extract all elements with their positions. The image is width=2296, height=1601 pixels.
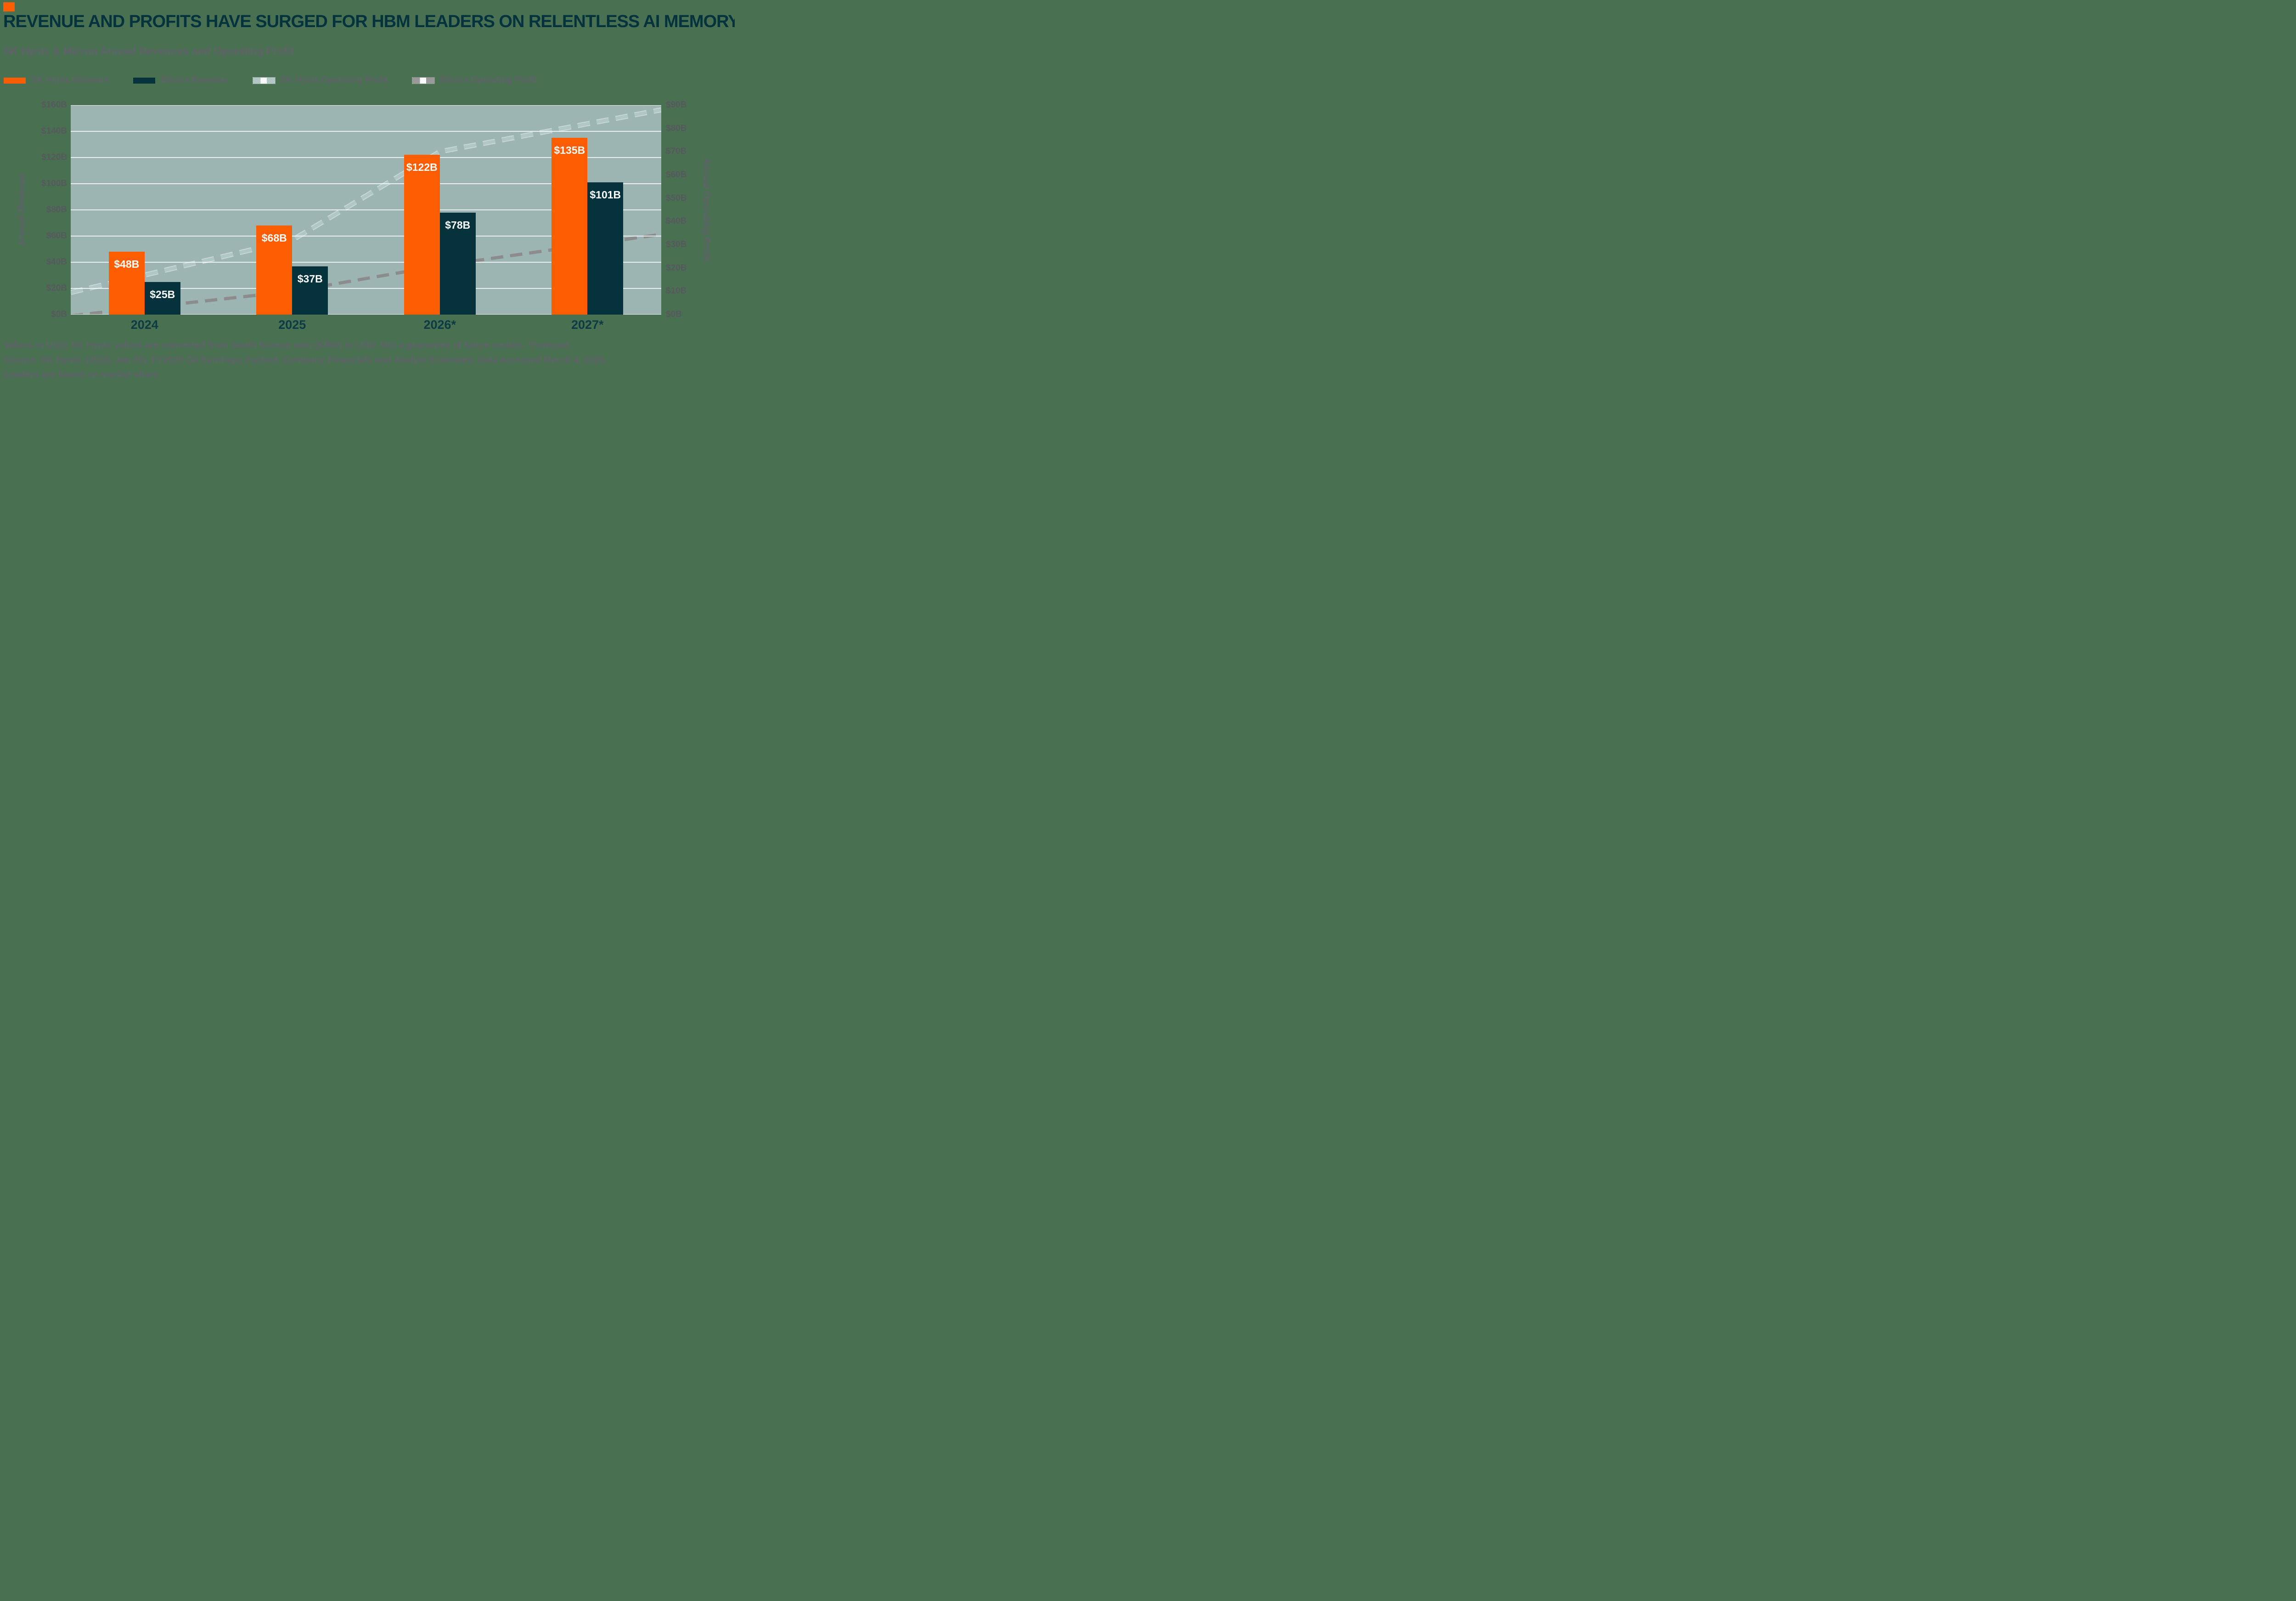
legend-label: Micron Operating Profit	[439, 75, 538, 85]
left-axis-tick: $0B	[51, 310, 67, 319]
left-axis-tick: $140B	[41, 126, 67, 136]
bar-sk-hynix-revenue-2026	[404, 155, 440, 315]
footnote: Values in USD; SK Hynix values are conve…	[4, 338, 692, 382]
sk-hynix-operating-profit-dash-icon	[252, 77, 276, 84]
legend-label: SK Hynix Revenue	[31, 75, 108, 85]
bar-value-label: $37B	[297, 272, 323, 285]
right-axis-tick: $70B	[666, 147, 687, 157]
footnote-line-2: Source: SK Hynix. (2026, Jan 29). FY2025…	[4, 355, 607, 365]
bar-value-label: $68B	[261, 232, 287, 244]
left-axis-tick: $80B	[46, 205, 67, 214]
footnote-line-3: Leaders are based on market share.	[4, 370, 161, 380]
bar-value-label: $25B	[150, 288, 175, 300]
x-axis-labels: 2024 2025 2026* 2027*	[71, 318, 661, 333]
micron-operating-profit-dash-icon	[411, 77, 435, 84]
left-axis-tick: $20B	[46, 283, 67, 293]
right-axis-tick: $40B	[666, 216, 687, 226]
left-axis-tick: $40B	[46, 257, 67, 267]
right-axis-tick: $20B	[666, 263, 687, 273]
left-axis-tick: $60B	[46, 231, 67, 241]
legend-item-sk-hynix-operating-profit: SK Hynix Operating Profit	[252, 75, 388, 85]
x-axis-label-2024: 2024	[130, 318, 158, 332]
legend-label: Micron Revenue	[160, 75, 228, 85]
left-axis-ticks: $160B $140B $120B $100B $80B $60B $40B $20B $0B	[27, 100, 67, 319]
gridline	[71, 262, 661, 263]
bar-value-label: $135B	[554, 144, 585, 157]
plot-area: $48B $68B $122B $135B $25B $37B $78B $101B	[71, 105, 661, 315]
x-axis-label-2027: 2027*	[571, 318, 604, 332]
gridline	[71, 183, 661, 184]
bar-micron-revenue-2026	[439, 212, 476, 315]
gridline	[71, 236, 661, 237]
gridline	[71, 314, 661, 315]
bar-micron-revenue-2027	[587, 182, 624, 315]
right-axis-tick: $10B	[666, 286, 687, 296]
right-axis-tick: $50B	[666, 193, 687, 203]
right-axis-tick: $80B	[666, 123, 687, 133]
left-axis-tick: $160B	[41, 100, 67, 110]
legend-item-sk-hynix-revenue: SK Hynix Revenue	[4, 75, 108, 85]
legend: SK Hynix Revenue Micron Revenue SK Hynix…	[4, 75, 537, 85]
right-axis-tick: $90B	[666, 100, 687, 110]
x-axis-label-2026: 2026*	[423, 318, 456, 332]
bar-sk-hynix-revenue-2025	[256, 225, 293, 315]
right-axis-tick: $0B	[666, 310, 682, 319]
right-axis-tick: $60B	[666, 169, 687, 180]
right-axis-ticks: $90B $80B $70B $60B $50B $40B $30B $20B $10B $0B	[666, 100, 707, 319]
legend-item-micron-operating-profit: Micron Operating Profit	[411, 75, 538, 85]
bar-value-label: $48B	[114, 258, 140, 271]
left-axis-tick: $100B	[41, 179, 67, 188]
brand-accent-block	[3, 2, 15, 11]
bar-micron-revenue-2024	[144, 282, 180, 315]
infographic-canvas: REVENUE AND PROFITS HAVE SURGED FOR HBM …	[0, 0, 735, 384]
micron-revenue-swatch-icon	[133, 77, 155, 84]
bar-value-label: $122B	[406, 161, 438, 174]
gridline	[71, 288, 661, 289]
page-title: REVENUE AND PROFITS HAVE SURGED FOR HBM …	[3, 12, 735, 31]
x-axis-label-2025: 2025	[278, 318, 306, 332]
footnote-line-1: Values in USD; SK Hynix values are conve…	[4, 340, 572, 350]
gridline	[71, 209, 661, 210]
gridline	[71, 105, 661, 106]
bar-value-label: $101B	[590, 189, 621, 201]
gridline	[71, 131, 661, 132]
right-axis-tick: $30B	[666, 239, 687, 249]
gridline	[71, 157, 661, 158]
legend-item-micron-revenue: Micron Revenue	[133, 75, 228, 85]
left-axis-title: Annual Revenue	[17, 174, 27, 246]
left-axis-tick: $120B	[41, 152, 67, 162]
legend-label: SK Hynix Operating Profit	[280, 75, 388, 85]
sk-hynix-revenue-swatch-icon	[4, 77, 26, 84]
bar-sk-hynix-revenue-2024	[108, 252, 145, 315]
chart-subtitle: SK Hynix & Micron Annual Revenues and Op…	[3, 45, 294, 57]
bar-micron-revenue-2025	[292, 266, 328, 315]
bar-sk-hynix-revenue-2027	[551, 138, 588, 315]
bar-value-label: $78B	[445, 219, 471, 231]
